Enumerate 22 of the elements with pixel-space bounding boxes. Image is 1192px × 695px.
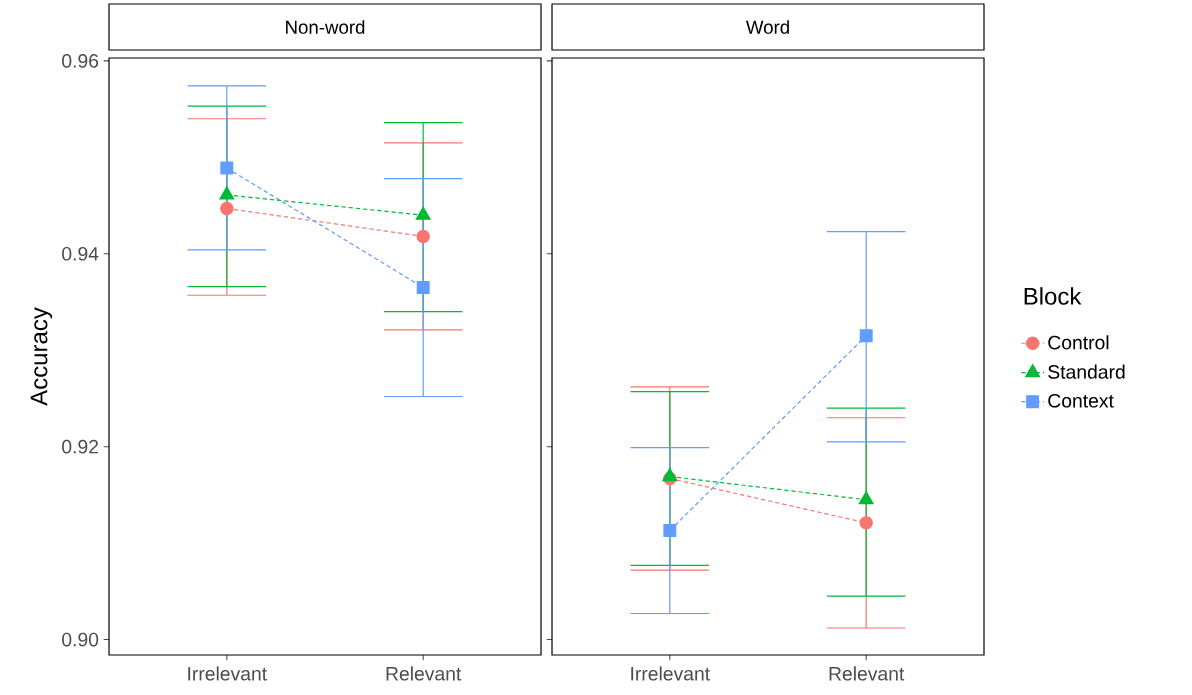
y-tick-label: 0.90: [62, 632, 99, 647]
point: [220, 201, 234, 216]
x-tick-label: Relevant: [386, 666, 462, 681]
legend-label: Standard: [1048, 364, 1125, 379]
x-tick-label: Relevant: [829, 666, 905, 681]
point: [220, 161, 234, 175]
point: [663, 524, 677, 538]
x-tick-label: Irrelevant: [188, 666, 267, 681]
x-tick-label: Irrelevant: [631, 666, 710, 681]
chart-title: Word: [745, 20, 789, 34]
point: [859, 329, 873, 343]
legend-label: Context: [1048, 393, 1114, 408]
legend-title: Block: [1024, 287, 1082, 305]
y-axis-title: Accuracy: [30, 307, 53, 406]
point: [416, 229, 430, 244]
y-tick-label: 0.94: [62, 246, 99, 261]
y-tick-label: 0.96: [62, 54, 99, 68]
legend-label: Control: [1048, 335, 1109, 350]
chart-title: Non-word: [286, 20, 365, 34]
y-tick-label: 0.92: [62, 439, 98, 454]
point: [859, 516, 873, 530]
point: [416, 281, 430, 294]
